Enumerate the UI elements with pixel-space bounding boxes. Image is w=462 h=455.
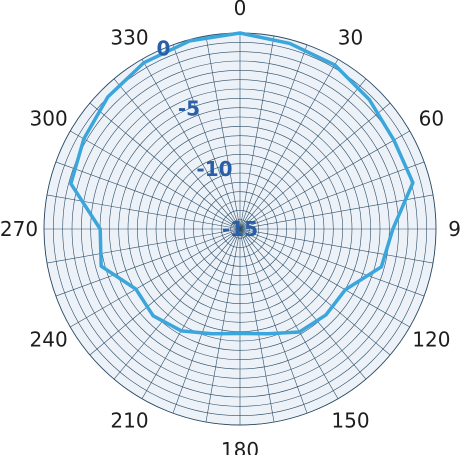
radial-tick-label: -10 [196, 157, 232, 181]
grid-spoke [239, 228, 434, 264]
angular-tick-label: 180 [221, 438, 259, 455]
grid-spoke [46, 194, 241, 230]
angular-tick-label: 150 [331, 408, 369, 432]
grid-spoke [89, 102, 241, 230]
grid-spoke [89, 228, 241, 356]
grid-spoke [55, 161, 241, 230]
angular-tick-label: 90 [448, 217, 462, 241]
grid-spoke [113, 78, 241, 230]
grid-spoke [70, 228, 241, 328]
angular-tick-label: 210 [110, 408, 148, 432]
radial-tick-label: -5 [178, 97, 200, 121]
grid-spoke [239, 228, 339, 399]
grid-spoke [239, 228, 308, 414]
grid-spoke [239, 228, 275, 423]
grid-spoke [239, 35, 275, 230]
series-line-0 [69, 31, 415, 336]
grid-spoke [239, 59, 339, 230]
radial-tick-label: 0 [156, 37, 170, 61]
angular-tick-label: 0 [234, 0, 247, 20]
grid-spoke [172, 228, 241, 414]
angular-tick-label: 300 [30, 107, 68, 131]
grid-spoke [239, 102, 391, 230]
grid-spoke [239, 78, 367, 230]
grid-spoke [70, 130, 241, 230]
grid-spoke [46, 228, 241, 264]
grid-spoke [239, 130, 410, 230]
grid-spoke [239, 161, 425, 230]
grid-spoke [141, 228, 241, 399]
angular-tick-label: 270 [0, 217, 38, 241]
series-layer [69, 31, 415, 336]
angular-tick-label: 120 [412, 328, 450, 352]
angular-tick-label: 240 [30, 328, 68, 352]
grid-spoke [113, 228, 241, 380]
angular-tick-label: 30 [338, 26, 363, 50]
grid-spoke [205, 35, 241, 230]
angular-tick-label: 330 [110, 26, 148, 50]
grid-spoke [141, 59, 241, 230]
grid-spoke [239, 228, 367, 380]
grid-spoke [239, 228, 410, 328]
grid-spoke [205, 228, 241, 423]
angular-tick-label: 60 [419, 107, 444, 131]
grid-spoke [172, 44, 241, 230]
grid-spoke [239, 228, 391, 356]
radial-tick-label: -15 [222, 217, 258, 241]
radial-tick-labels: 0 -5 -10 -15 [156, 37, 258, 241]
grid-spoke [239, 228, 425, 297]
grid-spoke [55, 228, 241, 297]
grid-spoke [239, 194, 434, 230]
grid-spoke [239, 44, 308, 230]
